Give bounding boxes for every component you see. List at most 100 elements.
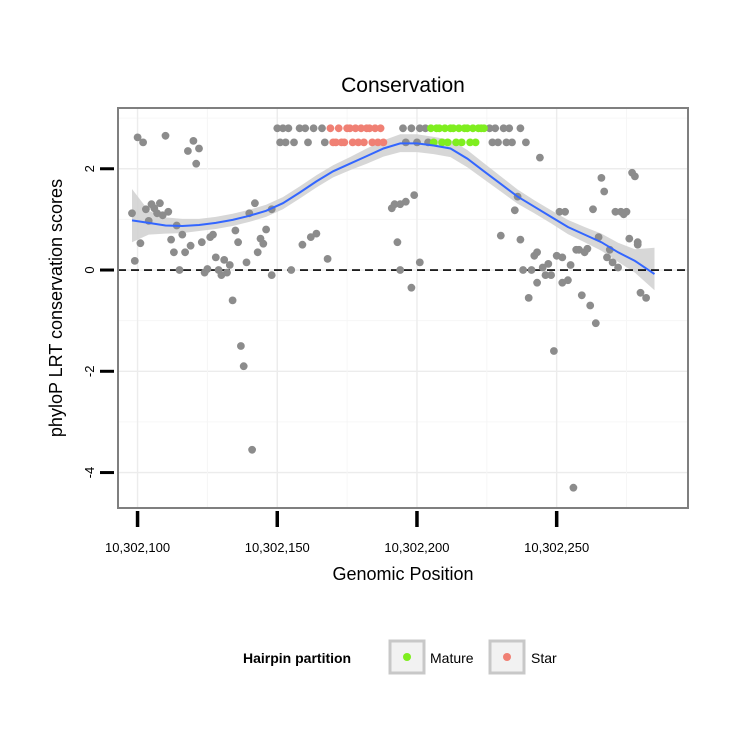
data-point-other xyxy=(390,200,399,209)
data-point-other xyxy=(522,138,530,147)
data-point-star xyxy=(346,124,354,133)
plot-frame xyxy=(117,107,689,509)
data-point-other xyxy=(223,268,231,277)
smooth-line xyxy=(131,142,656,275)
data-point-other xyxy=(396,266,405,274)
data-point-other xyxy=(589,205,597,214)
x-tick-label: 10,302,250 xyxy=(524,540,589,555)
plot-background xyxy=(118,108,688,508)
data-point-other xyxy=(158,211,167,220)
x-axis-title: Genomic Position xyxy=(332,564,473,584)
data-point-mature xyxy=(427,124,435,133)
data-point-star xyxy=(332,138,340,147)
data-point-other xyxy=(510,206,519,215)
x-tick-label: 10,302,150 xyxy=(245,540,310,555)
data-point-other xyxy=(393,238,402,247)
data-point-other xyxy=(544,260,553,268)
data-point-other xyxy=(181,248,190,257)
chart-title: Conservation xyxy=(341,74,465,97)
legend-label-mature: Mature xyxy=(430,650,474,666)
data-point-other xyxy=(290,138,298,147)
data-point-other xyxy=(494,138,502,147)
data-point-other xyxy=(301,124,310,133)
data-point-mature xyxy=(452,138,460,147)
data-point-star xyxy=(368,138,377,147)
data-point-other xyxy=(597,174,606,182)
data-point-star xyxy=(334,124,343,133)
data-point-other xyxy=(239,362,248,371)
data-point-star xyxy=(376,124,385,133)
y-tick-label: 0 xyxy=(82,266,97,273)
confidence-band-group xyxy=(132,134,655,291)
data-point-other xyxy=(242,258,251,267)
data-point-other xyxy=(636,288,645,297)
plot-frame-group xyxy=(117,107,689,509)
data-point-other xyxy=(415,124,424,133)
data-point-other xyxy=(407,124,416,133)
data-point-other xyxy=(491,124,500,133)
data-point-other xyxy=(298,240,307,249)
data-point-other xyxy=(209,230,217,239)
data-point-other xyxy=(175,266,184,274)
plot-panel xyxy=(118,108,688,508)
data-point-other xyxy=(259,239,268,248)
data-point-other xyxy=(608,258,617,267)
data-point-other xyxy=(279,124,287,133)
data-point-other xyxy=(130,257,139,265)
y-tick-label: 2 xyxy=(82,165,97,172)
data-point-mature xyxy=(466,138,474,147)
data-point-other xyxy=(516,235,525,244)
data-point-star xyxy=(351,124,360,133)
data-point-other xyxy=(164,207,173,216)
data-point-other xyxy=(538,263,547,272)
data-point-other xyxy=(267,271,276,279)
data-point-other xyxy=(304,138,312,147)
data-point-other xyxy=(555,207,564,216)
data-point-other xyxy=(248,445,256,454)
data-point-other xyxy=(533,278,541,287)
data-point-other xyxy=(156,199,164,208)
data-point-other xyxy=(569,483,578,492)
data-point-other xyxy=(622,207,631,216)
data-point-other xyxy=(415,258,424,267)
data-points-group xyxy=(128,124,650,492)
data-point-star xyxy=(365,124,374,133)
data-point-other xyxy=(253,248,262,257)
data-point-other xyxy=(547,271,555,279)
data-point-other xyxy=(591,319,600,328)
data-point-other xyxy=(234,238,243,247)
data-point-other xyxy=(631,172,639,181)
data-point-other xyxy=(136,239,145,248)
data-point-mature xyxy=(480,124,488,133)
data-point-other xyxy=(320,138,329,147)
data-point-other xyxy=(306,233,315,242)
data-point-other xyxy=(583,244,592,253)
data-point-other xyxy=(603,253,611,262)
data-point-other xyxy=(197,238,206,247)
data-point-other xyxy=(309,124,318,133)
data-point-other xyxy=(524,294,533,302)
data-point-mature xyxy=(455,124,463,133)
data-point-other xyxy=(577,291,586,300)
data-point-other xyxy=(508,138,516,147)
data-point-other xyxy=(410,191,419,200)
data-point-star xyxy=(348,138,357,147)
axis-ticks-group: 10,302,100 10,302,150 10,302,200 10,302,250… xyxy=(82,165,589,555)
data-point-other xyxy=(312,229,321,238)
data-point-mature xyxy=(438,138,446,147)
data-point-other xyxy=(186,241,195,250)
data-point-other xyxy=(189,137,198,145)
data-point-mature xyxy=(471,138,480,147)
data-point-star xyxy=(379,138,388,147)
data-point-other xyxy=(225,261,234,269)
data-point-other xyxy=(502,138,511,147)
data-point-other xyxy=(642,294,650,302)
data-point-other xyxy=(178,230,187,239)
data-point-star xyxy=(340,138,349,147)
data-point-mature xyxy=(469,124,477,133)
data-point-mature xyxy=(435,124,444,133)
data-point-other xyxy=(192,159,201,168)
data-point-star xyxy=(371,124,379,133)
y-tick-label: -2 xyxy=(82,366,97,378)
smooth-line-group xyxy=(131,142,656,275)
